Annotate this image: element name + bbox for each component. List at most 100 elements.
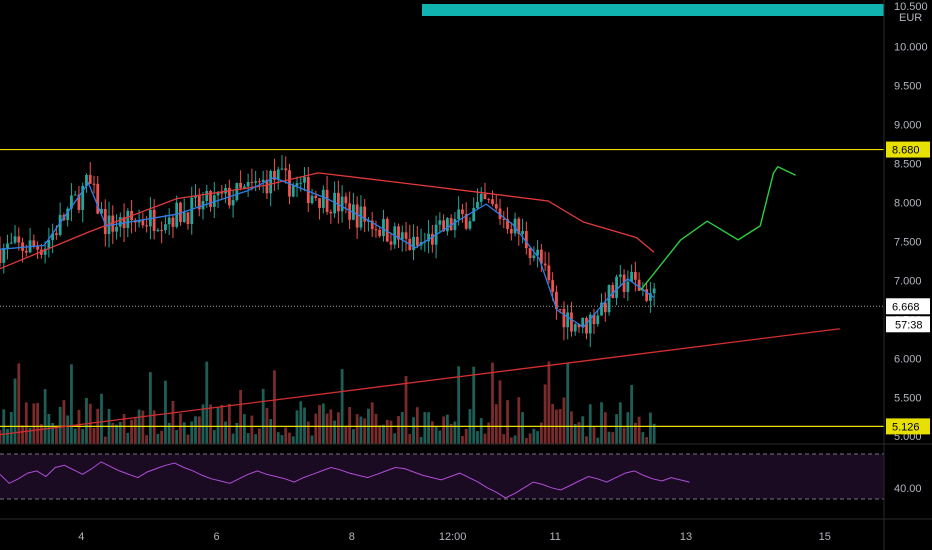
volume-bar bbox=[303, 407, 306, 444]
candle-body bbox=[513, 218, 517, 234]
candle-body bbox=[649, 293, 652, 301]
candle-body bbox=[611, 285, 615, 298]
candle-body bbox=[43, 248, 47, 255]
volume-bar bbox=[321, 403, 325, 444]
candle-body bbox=[543, 263, 547, 266]
candle-body bbox=[645, 289, 649, 301]
candle-body bbox=[573, 324, 577, 332]
volume-bar bbox=[325, 413, 329, 444]
volume-bar bbox=[570, 411, 573, 444]
candle-body bbox=[92, 183, 96, 185]
candle-body bbox=[190, 197, 194, 225]
candle-body bbox=[558, 309, 562, 311]
volume-bar bbox=[39, 424, 43, 444]
candle-body bbox=[273, 170, 276, 180]
candle-body bbox=[630, 272, 634, 282]
volume-bar bbox=[453, 421, 457, 444]
volume-bar bbox=[592, 427, 596, 444]
candle-body bbox=[88, 175, 92, 184]
volume-bar bbox=[641, 432, 645, 444]
candle-body bbox=[258, 181, 261, 183]
candle-body bbox=[186, 212, 190, 225]
volume-bar bbox=[164, 380, 167, 444]
volume-bar bbox=[92, 427, 96, 444]
candle-body bbox=[239, 182, 243, 188]
candle-body bbox=[581, 317, 585, 328]
volume-bar bbox=[246, 433, 250, 444]
candle-body bbox=[570, 312, 573, 332]
volume-bar bbox=[6, 428, 9, 444]
last-price-tag-text: 6.668 bbox=[892, 301, 920, 313]
volume-bar bbox=[472, 366, 476, 444]
volume-bar bbox=[509, 437, 513, 444]
candle-body bbox=[532, 255, 536, 258]
volume-bar bbox=[585, 436, 588, 444]
volume-bar bbox=[115, 424, 118, 444]
volume-bar bbox=[419, 436, 423, 444]
candle-body bbox=[303, 177, 306, 183]
candle-body bbox=[340, 196, 344, 212]
candle-body bbox=[13, 236, 17, 243]
volume-bar bbox=[340, 369, 344, 444]
volume-bar bbox=[299, 401, 303, 444]
candle-body bbox=[209, 190, 212, 207]
volume-bar bbox=[133, 418, 137, 444]
volume-bar bbox=[528, 433, 532, 444]
candle-body bbox=[453, 219, 457, 231]
volume-bar bbox=[445, 414, 449, 444]
candle-body bbox=[280, 168, 284, 170]
candle-body bbox=[449, 218, 453, 231]
time-tick-label: 11 bbox=[549, 531, 560, 543]
volume-bar bbox=[70, 364, 73, 444]
candle-body bbox=[445, 218, 449, 232]
candle-body bbox=[603, 302, 607, 313]
candle-body bbox=[562, 309, 566, 328]
volume-bar bbox=[118, 421, 122, 444]
volume-bar bbox=[269, 418, 273, 444]
volume-bar bbox=[461, 435, 464, 444]
candle-body bbox=[111, 215, 115, 232]
volume-bar bbox=[423, 412, 427, 444]
volume-bar bbox=[637, 416, 641, 444]
candle-body bbox=[284, 168, 288, 171]
candle-body bbox=[464, 214, 468, 229]
volume-bar bbox=[209, 404, 212, 444]
volume-bar bbox=[254, 434, 258, 444]
candle-body bbox=[329, 211, 333, 214]
volume-bar bbox=[607, 431, 611, 444]
rsi-line bbox=[0, 461, 690, 499]
volume-bar bbox=[502, 434, 506, 444]
time-axis[interactable]: 4 6 8 12:00 11 13 15 bbox=[78, 531, 831, 543]
price-tick-label: 5.500 bbox=[894, 392, 922, 404]
candle-body bbox=[265, 179, 269, 194]
candle-body bbox=[145, 225, 149, 227]
volume-bar bbox=[160, 430, 164, 444]
volume-bar bbox=[359, 416, 363, 444]
candle-body bbox=[551, 280, 555, 292]
candle-body bbox=[404, 232, 408, 239]
volume-bar bbox=[581, 416, 585, 444]
volume-bar bbox=[122, 413, 126, 444]
volume-bar bbox=[622, 427, 626, 444]
candle-body bbox=[51, 233, 55, 240]
candle-body bbox=[24, 250, 28, 253]
volume-bar bbox=[382, 424, 385, 444]
volume-bar bbox=[306, 421, 310, 444]
candle-body bbox=[73, 194, 77, 196]
volume-bar bbox=[152, 410, 156, 444]
candle-body bbox=[242, 186, 246, 188]
time-tick-label: 13 bbox=[680, 531, 692, 543]
volume-bar bbox=[618, 402, 622, 444]
volume-bar bbox=[58, 406, 62, 444]
candle-body bbox=[491, 199, 494, 205]
volume-bar bbox=[220, 404, 224, 444]
candle-body bbox=[539, 249, 543, 264]
price-tick-label: 9.000 bbox=[894, 120, 922, 132]
volume-bar bbox=[615, 414, 618, 444]
candle-body bbox=[220, 192, 224, 194]
volume-bar bbox=[551, 404, 555, 444]
candle-body bbox=[96, 183, 100, 214]
candle-body bbox=[479, 193, 483, 202]
volume-bar bbox=[194, 416, 197, 444]
